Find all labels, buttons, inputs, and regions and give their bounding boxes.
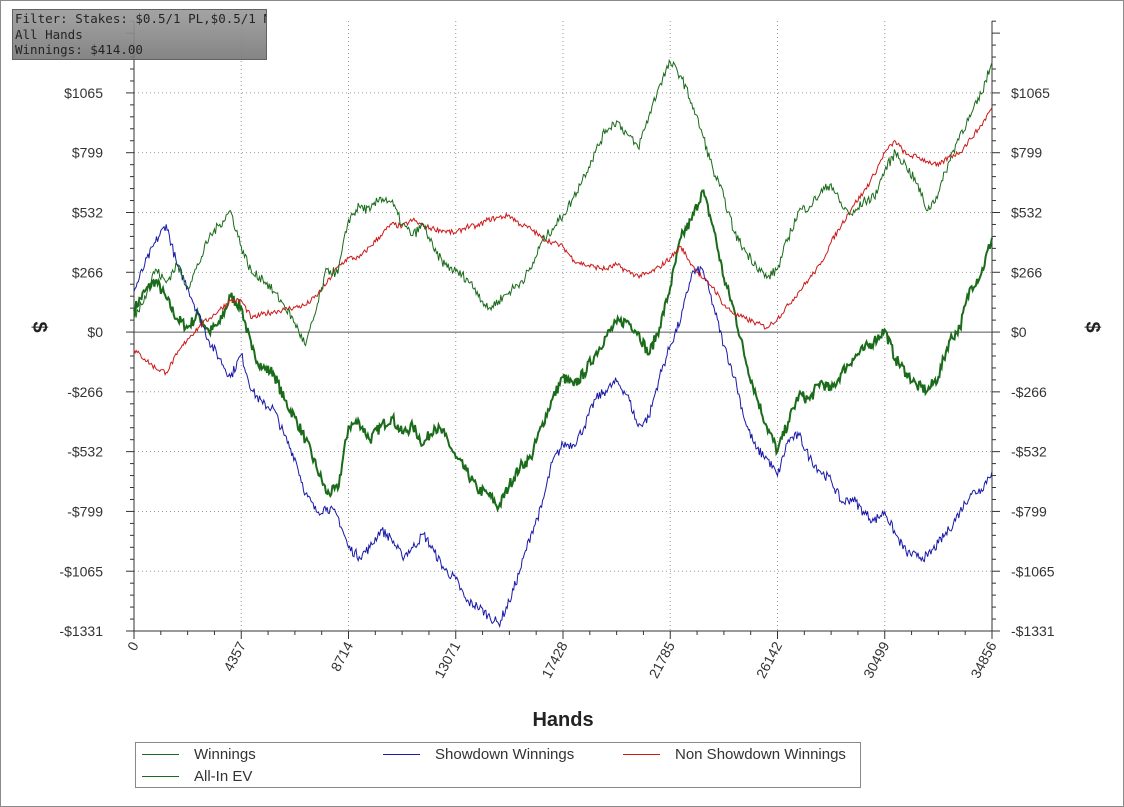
y-tick-label-left: -$532 [67, 444, 103, 460]
x-tick-label: 17428 [538, 639, 571, 681]
y-tick-label-left: -$1331 [59, 623, 103, 639]
y-tick-label-right: $0 [1011, 324, 1027, 340]
y-tick-label-right: $266 [1011, 264, 1042, 280]
winnings-line [133, 189, 993, 513]
legend-item-non-showdown-winnings[interactable]: Non Showdown Winnings [623, 744, 846, 764]
filter-line-hands: All Hands [15, 26, 83, 42]
y-tick-label-right: -$266 [1011, 384, 1047, 400]
legend-label-showdown-winnings: Showdown Winnings [435, 745, 575, 763]
filter-info-box: Filter: Stakes: $0.5/1 PL,$0.5/1 NL All … [12, 9, 267, 60]
y-tick-label-left: -$1065 [59, 563, 103, 579]
y-axis-title-right: $ [1081, 321, 1103, 332]
y-tick-label-right: $799 [1011, 145, 1042, 161]
y-tick-label-right: $1065 [1011, 85, 1050, 101]
y-tick-label-right: -$799 [1011, 504, 1047, 520]
grid-layer [134, 21, 992, 631]
y-axis-title-left: $ [28, 321, 50, 332]
legend-label-non-showdown-winnings: Non Showdown Winnings [675, 745, 846, 763]
chart-legend: Winnings Showdown Winnings Non Showdown … [135, 742, 861, 788]
x-tick-label: 21785 [645, 639, 678, 681]
y-tick-label-left: -$266 [67, 384, 103, 400]
x-tick-label: 13071 [431, 639, 464, 681]
x-tick-label: 4357 [220, 639, 249, 674]
y-tick-label-left: $1065 [64, 85, 103, 101]
legend-item-all-in-ev[interactable]: All-In EV [142, 766, 252, 786]
x-tick-label: 26142 [753, 639, 786, 681]
y-tick-label-right: -$1065 [1011, 563, 1055, 579]
series-layer [133, 58, 993, 629]
legend-swatch-non-showdown-winnings [623, 753, 660, 755]
legend-label-winnings: Winnings [194, 745, 256, 763]
legend-swatch-all-in-ev [142, 775, 179, 777]
y-tick-label-right: -$532 [1011, 444, 1047, 460]
x-tick-label: 0 [124, 639, 142, 654]
filter-line-stakes: Filter: Stakes: $0.5/1 PL,$0.5/1 NL [15, 11, 267, 26]
y-tick-label-left: $0 [87, 324, 103, 340]
y-tick-label-right: $532 [1011, 205, 1042, 221]
y-tick-label-left: $266 [72, 264, 103, 280]
legend-label-all-in-ev: All-In EV [194, 767, 253, 785]
x-tick-label: 30499 [860, 639, 893, 681]
y-tick-label-left: -$799 [67, 504, 103, 520]
x-axis-title: Hands [532, 709, 593, 731]
legend-swatch-showdown-winnings [383, 753, 420, 755]
x-tick-label: 8714 [327, 639, 356, 674]
legend-swatch-winnings [142, 753, 179, 755]
y-tick-label-left: $532 [72, 205, 103, 221]
tick-layer [126, 20, 1000, 639]
y-tick-label-right: -$1331 [1011, 623, 1055, 639]
x-tick-label: 34856 [967, 639, 1000, 681]
all-in-ev-line [133, 58, 993, 347]
y-tick-label-left: $799 [72, 145, 103, 161]
legend-item-showdown-winnings[interactable]: Showdown Winnings [383, 744, 574, 764]
showdown-winnings-line [133, 224, 993, 629]
legend-item-winnings[interactable]: Winnings [142, 744, 256, 764]
label-layer: -$1331 -$1331 -$1065 -$1065 -$799 -$799 -$532 -… [59, 85, 1054, 681]
filter-line-winnings: Winnings: $414.00 [15, 42, 143, 57]
